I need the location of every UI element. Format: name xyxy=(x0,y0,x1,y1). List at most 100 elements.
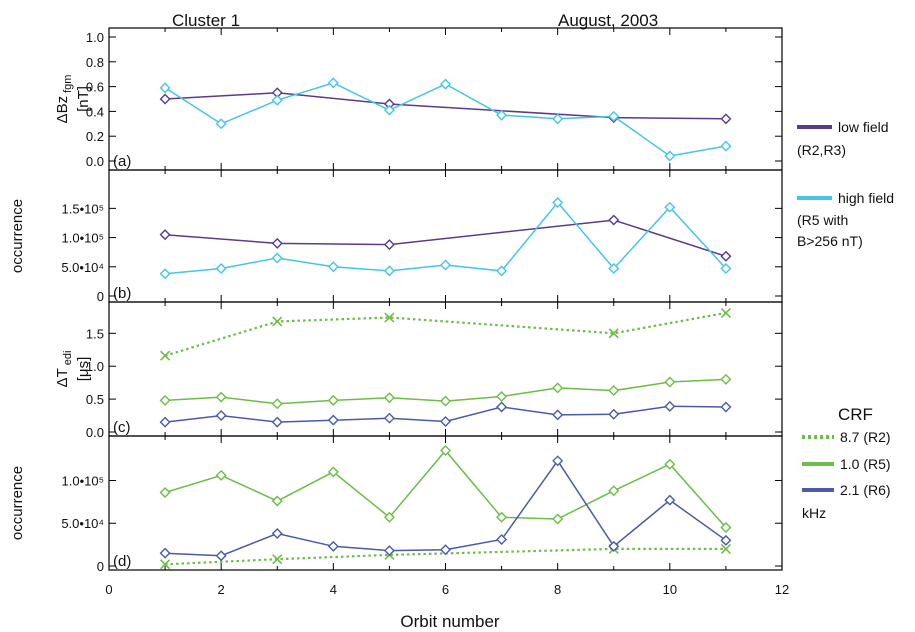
y-tick-label: 0.6 xyxy=(86,80,104,95)
data-point-green xyxy=(552,513,564,525)
data-point-green xyxy=(215,469,227,481)
data-point-blue xyxy=(608,408,620,420)
data-point-blue xyxy=(720,401,732,413)
data-point-high xyxy=(383,265,395,277)
data-point-green xyxy=(496,511,508,523)
data-point-blue xyxy=(383,545,395,557)
panel-2: 0.0 0.5 1.0 1.5 ΔT edi [μs] (c) xyxy=(54,301,783,440)
data-point-blue xyxy=(440,415,451,427)
y-tick-label: 5.0•10⁴ xyxy=(61,260,104,275)
data-point-blue xyxy=(552,455,564,467)
data-point-green xyxy=(608,485,620,497)
data-point-high xyxy=(271,252,283,264)
panel-0: 0.0 0.2 0.4 0.6 0.8 1.0 ΔBz fgm[nT] (a) xyxy=(54,27,783,171)
data-point-x-green xyxy=(160,350,171,361)
data-point-green xyxy=(327,394,339,406)
y-axis-label-sub: fgm xyxy=(62,75,74,93)
legend-high-label-3: B>256 nT) xyxy=(797,233,863,249)
data-point-high xyxy=(720,140,732,152)
data-point-high xyxy=(327,261,339,273)
data-point-low xyxy=(159,229,171,241)
data-point-high xyxy=(327,77,339,89)
panel-3: 0 5.0•10⁴ 1.0•10⁵ occurrence (d) xyxy=(9,435,783,574)
panel-frame xyxy=(108,169,783,303)
data-point-high xyxy=(608,263,620,275)
data-point-high xyxy=(215,118,227,130)
data-point-high xyxy=(496,265,508,277)
y-axis-label-main: ΔT xyxy=(54,368,71,387)
data-point-blue xyxy=(327,540,339,552)
data-point-high xyxy=(159,268,171,280)
data-point-green xyxy=(664,458,676,470)
data-point-green xyxy=(720,522,732,534)
data-point-green xyxy=(440,395,451,407)
data-point-blue xyxy=(215,550,227,562)
legend-crf-r6-label: 2.1 (R6) xyxy=(840,482,891,498)
series-line-green xyxy=(164,449,727,528)
data-point-green xyxy=(159,486,171,498)
x-tick-label: 2 xyxy=(218,582,225,597)
data-point-x-green xyxy=(720,307,731,318)
data-point-high xyxy=(271,94,283,106)
data-point-green xyxy=(271,398,283,410)
y-tick-label: 0.2 xyxy=(86,129,104,144)
panel-frame xyxy=(108,27,783,171)
data-point-blue xyxy=(552,409,564,421)
y-tick-label: 0.0 xyxy=(86,154,104,169)
data-point-high xyxy=(159,82,171,94)
panel-label: (a) xyxy=(113,153,131,170)
data-point-x-green xyxy=(272,316,283,327)
chart-panels: 0.0 0.2 0.4 0.6 0.8 1.0 ΔBz fgm[nT] (a) 0 5.0•10⁴ 1… xyxy=(9,27,789,597)
data-point-high xyxy=(383,104,395,116)
data-point-low xyxy=(608,214,620,226)
data-point-low xyxy=(383,239,395,251)
data-point-green xyxy=(664,376,676,388)
data-point-blue xyxy=(159,416,171,428)
legend-high-label-1: high field xyxy=(838,190,894,206)
series-line-green xyxy=(164,311,727,357)
y-tick-label: 1.0 xyxy=(86,359,104,374)
x-tick-label: 4 xyxy=(330,582,337,597)
y-axis-label-sub: edi xyxy=(62,351,74,366)
header-left: Cluster 1 xyxy=(172,11,240,30)
data-point-high xyxy=(552,197,564,209)
data-point-blue xyxy=(271,528,283,539)
legend-low-label-1: low field xyxy=(838,119,889,135)
legend-high-label-2: (R5 with xyxy=(797,212,848,228)
legend-crf-title: CRF xyxy=(838,405,873,424)
data-point-green xyxy=(496,390,508,402)
data-point-green xyxy=(215,391,227,403)
data-point-blue xyxy=(327,414,339,426)
data-point-green xyxy=(383,392,395,404)
data-point-low xyxy=(159,93,171,105)
data-point-blue xyxy=(215,410,227,422)
data-point-high xyxy=(215,263,227,275)
data-point-low xyxy=(720,250,732,262)
data-point-blue xyxy=(440,544,451,556)
y-axis-label: occurrence xyxy=(9,199,26,273)
data-point-x-green xyxy=(720,543,731,554)
data-point-low xyxy=(271,237,283,249)
data-point-high xyxy=(496,109,508,121)
y-tick-label: 1.0•10⁵ xyxy=(62,231,104,246)
x-axis-label: Orbit number xyxy=(400,612,500,631)
data-point-blue xyxy=(664,494,676,506)
data-point-green xyxy=(608,385,620,397)
y-tick-label: 0.8 xyxy=(86,55,104,70)
data-point-blue xyxy=(496,533,508,545)
data-point-x-green xyxy=(608,328,619,339)
y-axis-label-unit: [nT] xyxy=(75,86,92,112)
y-tick-label: 0 xyxy=(97,289,104,304)
data-point-green xyxy=(327,466,339,478)
x-tick-label: 12 xyxy=(775,582,789,597)
y-axis-label-unit: [μs] xyxy=(75,357,92,381)
data-point-blue xyxy=(383,412,395,424)
legend-low-label-2: (R2,R3) xyxy=(797,142,846,158)
data-point-high xyxy=(440,78,451,90)
y-tick-label: 1.0 xyxy=(86,30,104,45)
legend-crf-r5-label: 1.0 (R5) xyxy=(840,456,891,472)
data-point-blue xyxy=(496,401,508,413)
panel-label: (c) xyxy=(113,419,131,436)
data-point-green xyxy=(552,382,564,394)
